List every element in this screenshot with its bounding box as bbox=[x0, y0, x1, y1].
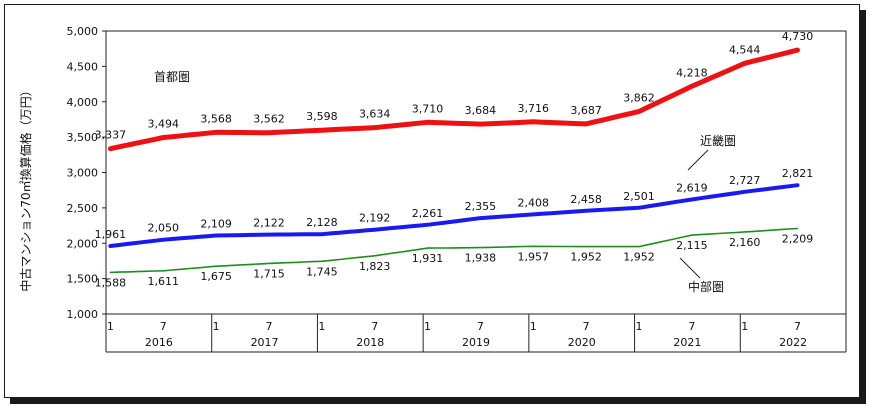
series-line-kinki bbox=[108, 183, 800, 248]
month-tick-label: 7 bbox=[688, 320, 695, 333]
data-label: 2,619 bbox=[676, 181, 708, 194]
data-label: 3,562 bbox=[253, 113, 285, 126]
data-label: 3,494 bbox=[148, 118, 180, 131]
data-label: 2,128 bbox=[306, 216, 338, 229]
data-label: 3,634 bbox=[359, 108, 391, 121]
data-label: 1,957 bbox=[518, 250, 550, 263]
year-label: 2019 bbox=[462, 336, 490, 349]
month-tick-label: 1 bbox=[318, 320, 325, 333]
year-label: 2016 bbox=[145, 336, 173, 349]
data-label: 2,408 bbox=[518, 196, 550, 209]
data-label: 2,050 bbox=[148, 222, 180, 235]
data-label: 3,598 bbox=[306, 110, 338, 123]
data-label: 2,109 bbox=[200, 218, 232, 231]
month-tick-label: 7 bbox=[371, 320, 378, 333]
month-tick-label: 7 bbox=[794, 320, 801, 333]
y-tick-label: 3,000 bbox=[67, 167, 99, 180]
data-label: 3,862 bbox=[623, 92, 655, 105]
month-tick-label: 1 bbox=[635, 320, 642, 333]
axes: 1,000 1,500 2,000 2,500 3,000 3,500 4,000 4,500… bbox=[67, 25, 847, 353]
year-label: 2017 bbox=[251, 336, 279, 349]
data-label: 4,544 bbox=[729, 43, 761, 56]
data-label: 2,501 bbox=[623, 190, 655, 203]
data-label: 2,122 bbox=[253, 217, 285, 230]
data-label: 1,952 bbox=[570, 251, 602, 264]
series-lines bbox=[107, 47, 800, 274]
y-tick-label: 1,000 bbox=[67, 308, 99, 321]
data-label: 3,716 bbox=[518, 102, 550, 115]
data-label: 1,675 bbox=[200, 270, 232, 283]
data-label: 3,568 bbox=[200, 112, 232, 125]
series-name-shutoken: 首都圏 bbox=[154, 70, 190, 84]
month-tick-label: 1 bbox=[213, 320, 220, 333]
y-tick-label: 3,500 bbox=[67, 131, 99, 144]
data-label: 1,611 bbox=[148, 275, 180, 288]
data-label: 1,961 bbox=[95, 228, 127, 241]
y-tick-label: 5,000 bbox=[67, 25, 99, 38]
series-name-chubu: 中部圏 bbox=[688, 279, 724, 294]
data-label: 2,355 bbox=[465, 200, 497, 213]
data-label: 1,715 bbox=[253, 267, 285, 280]
month-tick-label: 1 bbox=[741, 320, 748, 333]
data-label: 1,952 bbox=[623, 251, 655, 264]
month-tick-label: 1 bbox=[424, 320, 431, 333]
series-label-leader bbox=[679, 257, 701, 279]
data-label: 3,710 bbox=[412, 102, 444, 115]
data-label: 2,261 bbox=[412, 207, 444, 220]
data-label: 1,938 bbox=[465, 252, 497, 265]
data-label: 4,730 bbox=[782, 30, 814, 43]
y-tick-label: 2,500 bbox=[67, 202, 99, 215]
month-tick-label: 1 bbox=[107, 320, 114, 333]
data-label: 2,209 bbox=[782, 232, 814, 245]
data-label: 1,745 bbox=[306, 265, 338, 278]
data-labels: 3,337 3,494 3,568 3,562 3,598 3,634 3,710 3,684… bbox=[95, 30, 814, 294]
data-label: 1,823 bbox=[359, 260, 391, 273]
month-tick-label: 7 bbox=[583, 320, 590, 333]
data-label: 1,588 bbox=[95, 276, 127, 289]
data-label: 2,458 bbox=[570, 193, 602, 206]
year-label: 2021 bbox=[673, 336, 701, 349]
series-line-shutoken bbox=[107, 47, 800, 152]
year-label: 2018 bbox=[356, 336, 384, 349]
y-tick-label: 2,000 bbox=[67, 237, 99, 250]
y-tick-label: 4,500 bbox=[67, 60, 99, 73]
month-tick-label: 1 bbox=[530, 320, 537, 333]
chart-frame bbox=[4, 4, 860, 398]
data-label: 3,337 bbox=[95, 129, 127, 142]
month-tick-label: 7 bbox=[265, 320, 272, 333]
series-label-leader bbox=[687, 149, 709, 171]
data-label: 2,821 bbox=[782, 167, 814, 180]
month-tick-label: 7 bbox=[160, 320, 167, 333]
data-label: 2,727 bbox=[729, 174, 761, 187]
data-label: 3,687 bbox=[570, 104, 602, 117]
data-label: 4,218 bbox=[676, 66, 708, 79]
data-label: 2,192 bbox=[359, 212, 391, 225]
data-label: 2,115 bbox=[676, 239, 708, 252]
year-label: 2022 bbox=[779, 336, 807, 349]
series-name-kinki: 近畿圏 bbox=[700, 134, 736, 148]
year-label: 2020 bbox=[568, 336, 596, 349]
month-tick-label: 7 bbox=[477, 320, 484, 333]
data-label: 1,931 bbox=[412, 252, 444, 265]
data-label: 2,160 bbox=[729, 236, 761, 249]
y-tick-label: 1,500 bbox=[67, 273, 99, 286]
y-tick-label: 4,000 bbox=[67, 96, 99, 109]
y-axis-label: 中古マンション70㎡換算価格（万円） bbox=[18, 84, 33, 291]
data-label: 3,684 bbox=[465, 104, 497, 117]
series-line-chubu bbox=[109, 227, 799, 274]
